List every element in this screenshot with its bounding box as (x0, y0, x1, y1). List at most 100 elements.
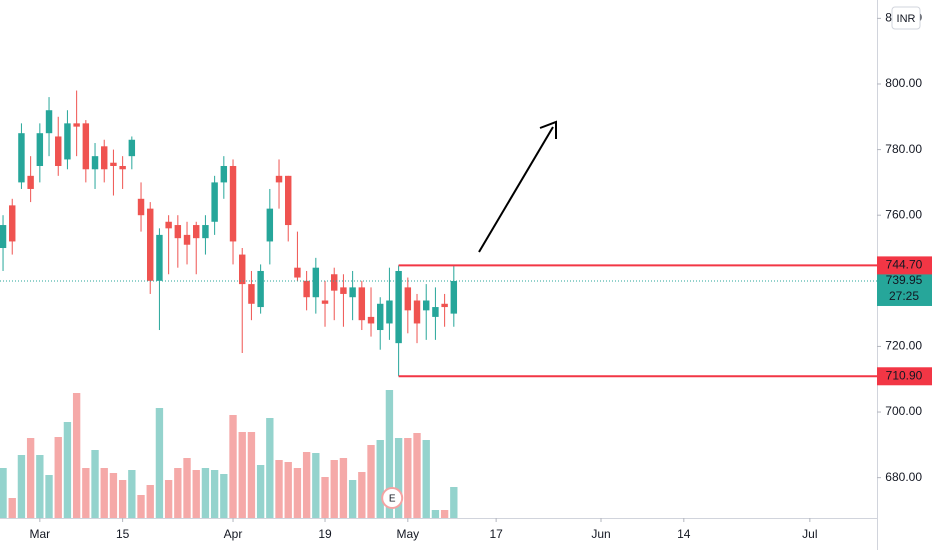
candle-body (0, 225, 7, 249)
candle-body (119, 165, 126, 170)
candle-body (82, 123, 90, 170)
candle-body (294, 267, 301, 278)
volume-bar (26, 438, 35, 518)
currency-badge[interactable] (891, 6, 921, 30)
level-badge (877, 367, 932, 386)
volume-bar (137, 495, 145, 518)
candle-body (441, 303, 448, 308)
candle-body (193, 225, 200, 239)
volume-bar (82, 468, 90, 518)
candle-body (285, 175, 292, 226)
candle-body (9, 205, 16, 242)
last-price-label: 739.95 (886, 273, 923, 287)
candle-body (312, 267, 320, 298)
volume-bar (440, 510, 449, 518)
volume-bar (118, 480, 127, 518)
plot-area: Mar 15 Apr 19 May 17 Jun 14 Jul E (0, 90, 877, 541)
volume-bar (174, 468, 182, 518)
candle-body (137, 198, 145, 216)
volume-bar (109, 473, 118, 518)
volume-bar (220, 474, 228, 518)
volume-bar (238, 432, 246, 518)
y-tick-label: 760.00 (885, 207, 922, 221)
candle-body (110, 162, 117, 166)
volume-bar (302, 452, 311, 518)
candle-body (413, 300, 421, 324)
volume-bar (63, 422, 72, 518)
x-tick-label: Mar (29, 527, 50, 541)
x-tick-label: 19 (318, 527, 332, 541)
candle-body (266, 208, 274, 242)
candle-body (432, 307, 439, 317)
volume-bar (376, 440, 384, 518)
y-tick-label: 800.00 (885, 76, 922, 90)
volume-bar (358, 472, 366, 518)
volume-bar (17, 455, 26, 518)
volume-bar (413, 433, 421, 518)
candle-body (367, 316, 375, 324)
volume-bar (72, 393, 81, 518)
level-badge (877, 256, 932, 275)
volume-bar (284, 462, 292, 518)
candle-body (55, 136, 62, 166)
candle-body (229, 165, 237, 242)
candle-body (358, 287, 366, 321)
candle-body (248, 284, 255, 304)
x-tick-label: May (396, 527, 419, 541)
candle-body (174, 225, 182, 239)
candle-body (183, 234, 191, 245)
candle-body (91, 156, 99, 170)
volume-bar (247, 432, 256, 518)
x-tick-label: Jul (802, 527, 817, 541)
volume-bar (0, 468, 7, 518)
candle-body (386, 300, 393, 324)
x-tick-label: 15 (116, 527, 130, 541)
volume-bar (164, 480, 173, 518)
volume-bar (36, 455, 44, 518)
volume-bar (91, 450, 99, 518)
trend-arrow-head (539, 120, 557, 139)
volume-bar (210, 470, 219, 518)
candle-body (36, 133, 44, 166)
candle-body (211, 182, 218, 222)
volume-bar (100, 468, 108, 518)
x-tick-label: 17 (489, 527, 503, 541)
candle-body (349, 287, 356, 298)
candle-body (220, 165, 228, 183)
volume-bar (128, 470, 136, 518)
level-label: 744.70 (886, 258, 923, 272)
candle-body (239, 254, 246, 285)
y-tick-label: 680.00 (885, 470, 922, 484)
candle-body (422, 300, 430, 311)
volume-bar (201, 468, 210, 518)
currency[interactable]: INR (897, 13, 916, 25)
volume-bar (394, 438, 403, 518)
candle-body (165, 221, 172, 229)
volume-bar (339, 458, 348, 518)
candle-body (275, 175, 283, 183)
candle-body (156, 234, 163, 281)
volume-bar (266, 418, 274, 518)
volume-bar (45, 475, 53, 518)
x-tick-label: 14 (677, 527, 691, 541)
volume-bar (155, 408, 164, 518)
volume-bar (146, 485, 154, 518)
x-tick-label: Jun (591, 527, 610, 541)
volume-bar (348, 480, 357, 518)
earnings-label: E (389, 494, 396, 505)
candle-body (73, 123, 80, 127)
y-tick-label: 780.00 (885, 142, 922, 156)
volume-bar (293, 468, 302, 518)
candle-body (303, 280, 310, 298)
x-tick-label: Apr (224, 527, 243, 541)
candle-body (45, 110, 53, 134)
volume-bar (330, 460, 338, 518)
volume-bar (256, 465, 265, 518)
earnings-marker (381, 487, 404, 509)
candle-body (64, 123, 71, 160)
candle-body (257, 270, 264, 308)
volume-bar (450, 487, 458, 518)
candle-body (101, 146, 108, 170)
volume-bar (229, 415, 237, 518)
